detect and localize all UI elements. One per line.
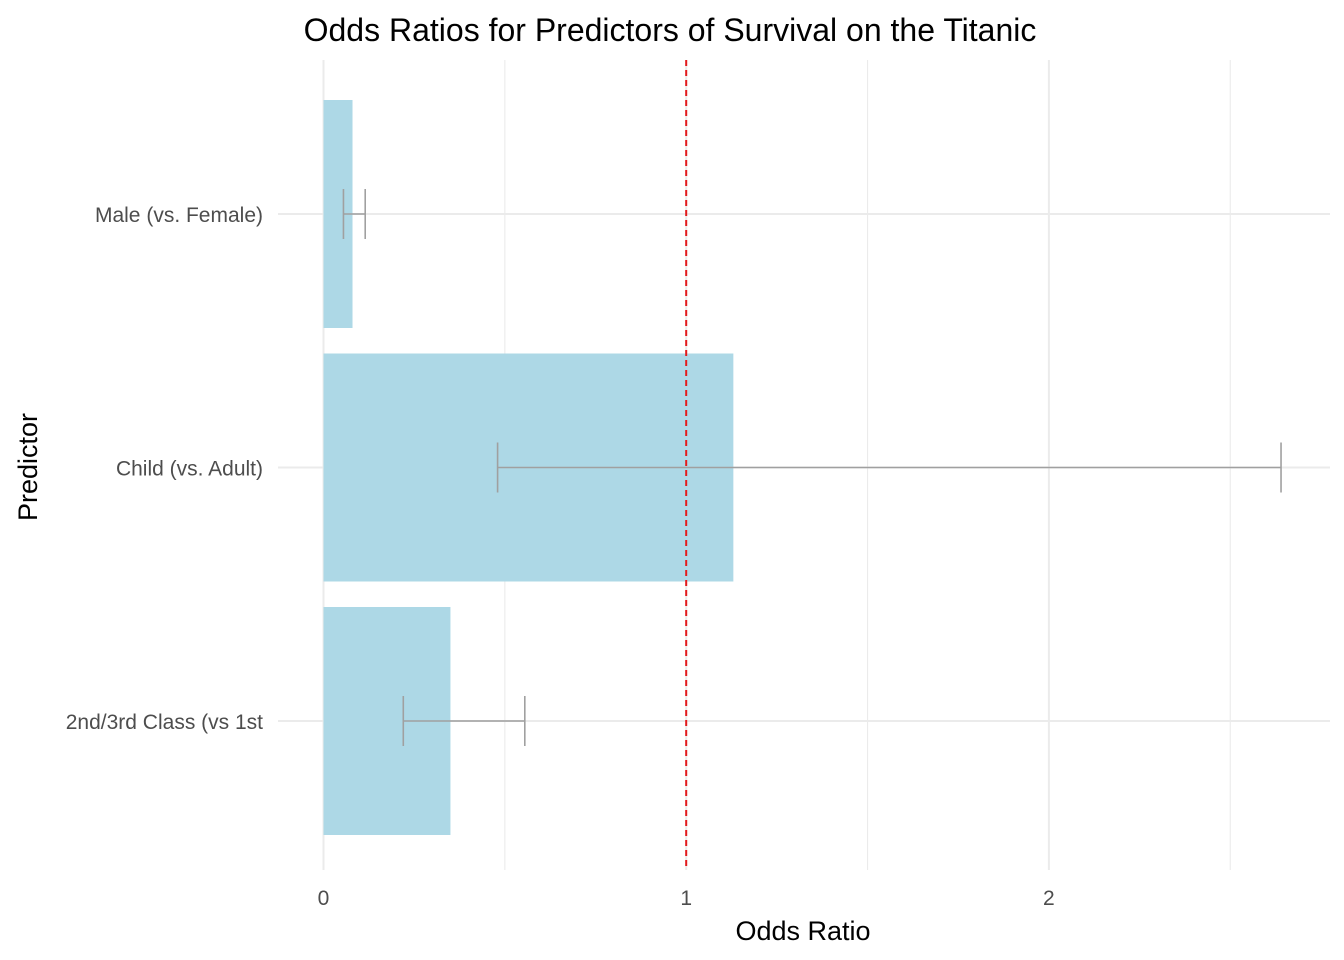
- x-tick-label: 0: [318, 887, 330, 910]
- chart-title: Odds Ratios for Predictors of Survival o…: [304, 12, 1037, 48]
- error-bars: [342, 189, 1282, 746]
- category-label: Male (vs. Female): [95, 204, 263, 227]
- x-axis-title: Odds Ratio: [735, 916, 870, 946]
- category-label: Child (vs. Adult): [116, 458, 263, 481]
- x-tick-label: 1: [680, 887, 692, 910]
- labels: Male (vs. Female) Child (vs. Adult) 2nd/3r…: [66, 204, 1055, 910]
- category-label: 2nd/3rd Class (vs 1st: [66, 711, 263, 734]
- x-tick-label: 2: [1043, 887, 1055, 910]
- y-axis-title: Predictor: [13, 413, 43, 521]
